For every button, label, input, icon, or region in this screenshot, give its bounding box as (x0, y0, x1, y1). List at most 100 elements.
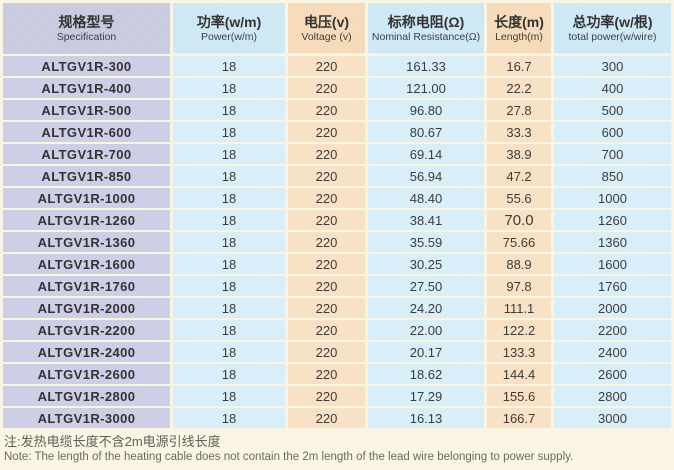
header-row: 规格型号 Specification 功率(w/m) Power(w/m) 电压(v) V… (3, 3, 671, 54)
column-header: 总功率(w/根) total power(w/wire) (554, 3, 671, 54)
value-cell: 27.50 (368, 276, 484, 296)
value-cell: 220 (288, 254, 365, 274)
header-label-zh: 长度(m) (494, 13, 544, 30)
column-header: 规格型号 Specification (3, 3, 170, 54)
value-cell: 600 (554, 122, 671, 142)
spec-model-cell: ALTGV1R-850 (3, 166, 170, 186)
header-label-en: Specification (56, 31, 117, 43)
note-chinese: 注:发热电缆长度不含2m电源引线长度 (4, 434, 221, 449)
value-cell: 18 (173, 210, 285, 230)
value-cell: 220 (288, 166, 365, 186)
value-cell: 16.7 (487, 56, 551, 76)
value-cell: 220 (288, 364, 365, 384)
value-cell: 1760 (554, 276, 671, 296)
spec-model-cell: ALTGV1R-2400 (3, 342, 170, 362)
value-cell: 400 (554, 78, 671, 98)
value-cell: 220 (288, 386, 365, 406)
value-cell: 16.13 (368, 408, 484, 428)
value-cell: 18 (173, 386, 285, 406)
value-cell: 1360 (554, 232, 671, 252)
header-label-zh: 标称电阻(Ω) (387, 13, 465, 30)
table-row: ALTGV1R-1000 18 220 48.40 55.6 1000 (3, 188, 671, 208)
value-cell: 75.66 (487, 232, 551, 252)
value-cell: 56.94 (368, 166, 484, 186)
value-cell: 1600 (554, 254, 671, 274)
table-row: ALTGV1R-3000 18 220 16.13 166.7 3000 (3, 408, 671, 428)
value-cell: 47.2 (487, 166, 551, 186)
spec-model-cell: ALTGV1R-1000 (3, 188, 170, 208)
value-cell: 96.80 (368, 100, 484, 120)
table-row: ALTGV1R-1760 18 220 27.50 97.8 1760 (3, 276, 671, 296)
table-row: ALTGV1R-2200 18 220 22.00 122.2 2200 (3, 320, 671, 340)
column-header: 长度(m) Length(m) (487, 3, 551, 54)
table-row: ALTGV1R-1600 18 220 30.25 88.9 1600 (3, 254, 671, 274)
value-cell: 220 (288, 342, 365, 362)
spec-model-cell: ALTGV1R-600 (3, 122, 170, 142)
value-cell: 18 (173, 364, 285, 384)
spec-model-cell: ALTGV1R-1260 (3, 210, 170, 230)
value-cell: 22.2 (487, 78, 551, 98)
spec-model-cell: ALTGV1R-3000 (3, 408, 170, 428)
value-cell: 27.8 (487, 100, 551, 120)
spec-model-cell: ALTGV1R-2800 (3, 386, 170, 406)
value-cell: 88.9 (487, 254, 551, 274)
value-cell: 18.62 (368, 364, 484, 384)
value-cell: 38.9 (487, 144, 551, 164)
value-cell: 2200 (554, 320, 671, 340)
spec-model-cell: ALTGV1R-300 (3, 56, 170, 76)
value-cell: 18 (173, 298, 285, 318)
value-cell: 1000 (554, 188, 671, 208)
value-cell: 220 (288, 122, 365, 142)
value-cell: 2800 (554, 386, 671, 406)
value-cell: 220 (288, 276, 365, 296)
value-cell: 35.59 (368, 232, 484, 252)
value-cell: 161.33 (368, 56, 484, 76)
value-cell: 18 (173, 56, 285, 76)
value-cell: 133.3 (487, 342, 551, 362)
spec-model-cell: ALTGV1R-1600 (3, 254, 170, 274)
footnotes: 注:发热电缆长度不含2m电源引线长度 Note: The length of t… (4, 434, 674, 464)
value-cell: 220 (288, 408, 365, 428)
value-cell: 500 (554, 100, 671, 120)
value-cell: 17.29 (368, 386, 484, 406)
value-cell: 24.20 (368, 298, 484, 318)
value-cell: 220 (288, 188, 365, 208)
table-row: ALTGV1R-2800 18 220 17.29 155.6 2800 (3, 386, 671, 406)
value-cell: 2000 (554, 298, 671, 318)
note-english: Note: The length of the heating cable do… (4, 451, 574, 463)
value-cell: 18 (173, 232, 285, 252)
header-label-en: Nominal Resistance(Ω) (371, 30, 481, 43)
value-cell: 18 (173, 144, 285, 164)
value-cell: 18 (173, 342, 285, 362)
value-cell: 166.7 (487, 408, 551, 428)
value-cell: 220 (288, 298, 365, 318)
value-cell: 111.1 (487, 298, 551, 318)
header-label-zh: 电压(v) (303, 13, 350, 30)
header-label-zh: 规格型号 (58, 14, 115, 30)
value-cell: 155.6 (487, 386, 551, 406)
column-header: 标称电阻(Ω) Nominal Resistance(Ω) (368, 3, 484, 54)
spec-model-cell: ALTGV1R-400 (3, 78, 170, 98)
spec-model-cell: ALTGV1R-2000 (3, 298, 170, 318)
value-cell: 220 (288, 78, 365, 98)
table-row: ALTGV1R-1260 18 220 38.41 70.0 1260 (3, 210, 671, 230)
table-row: ALTGV1R-850 18 220 56.94 47.2 850 (3, 166, 671, 186)
value-cell: 220 (288, 100, 365, 120)
value-cell: 18 (173, 100, 285, 120)
value-cell: 1260 (554, 210, 671, 230)
table-row: ALTGV1R-600 18 220 80.67 33.3 600 (3, 122, 671, 142)
value-cell: 55.6 (487, 188, 551, 208)
value-cell: 220 (288, 56, 365, 76)
value-cell: 38.41 (368, 210, 484, 230)
value-cell: 850 (554, 166, 671, 186)
value-cell: 48.40 (368, 188, 484, 208)
spec-model-cell: ALTGV1R-2200 (3, 320, 170, 340)
value-cell: 300 (554, 56, 671, 76)
table-row: ALTGV1R-1360 18 220 35.59 75.66 1360 (3, 232, 671, 252)
table-row: ALTGV1R-400 18 220 121.00 22.2 400 (3, 78, 671, 98)
value-cell: 3000 (554, 408, 671, 428)
table-row: ALTGV1R-2000 18 220 24.20 111.1 2000 (3, 298, 671, 318)
spec-model-cell: ALTGV1R-1760 (3, 276, 170, 296)
header-label-en: Length(m) (495, 30, 543, 43)
